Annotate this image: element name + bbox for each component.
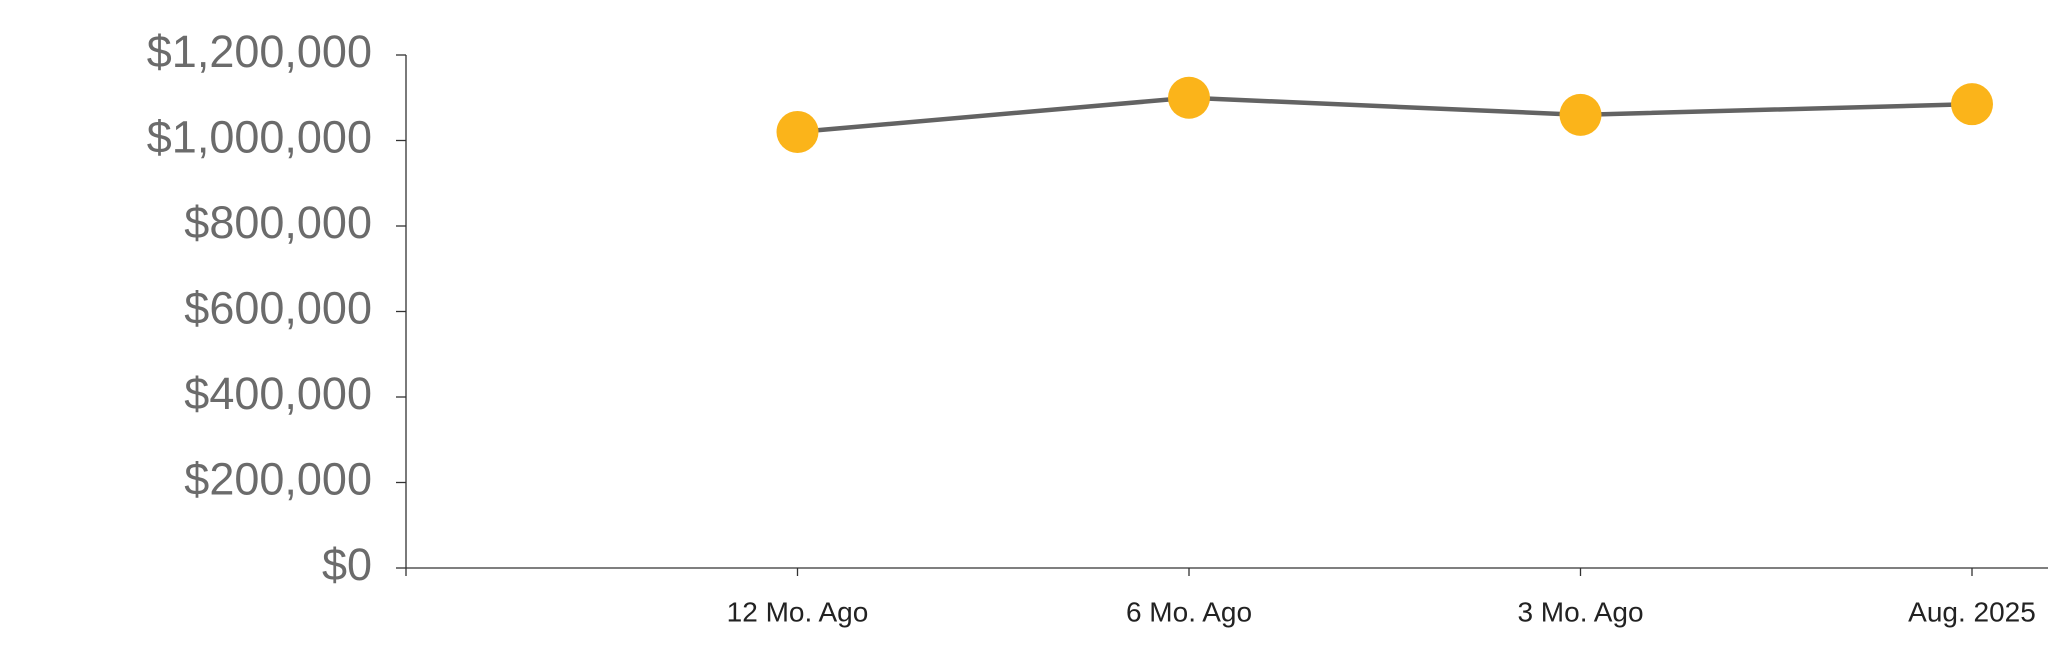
- marker: [1951, 83, 1993, 126]
- x-tick-label: Aug. 2025: [1908, 596, 2036, 627]
- marker: [1168, 76, 1210, 119]
- x-tick-label: 3 Mo. Ago: [1517, 596, 1643, 627]
- y-tick-label: $200,000: [184, 453, 372, 504]
- x-tick-label: 12 Mo. Ago: [727, 596, 869, 627]
- y-tick-label: $1,000,000: [147, 111, 372, 162]
- y-tick-label: $1,200,000: [147, 26, 372, 77]
- y-tick-label: $0: [322, 539, 372, 590]
- line: [797, 95, 1973, 135]
- marker: [776, 110, 819, 153]
- y-tick-label: $600,000: [184, 282, 372, 333]
- marker: [1559, 93, 1602, 136]
- y-tick-label: $400,000: [184, 368, 372, 419]
- x-tick-label: 6 Mo. Ago: [1126, 596, 1252, 627]
- y-tick-label: $800,000: [184, 197, 372, 248]
